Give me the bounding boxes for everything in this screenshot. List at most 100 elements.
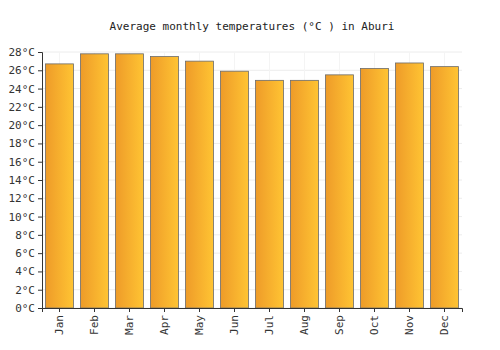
x-tick-mark	[59, 308, 60, 312]
x-tick-label: Jun	[228, 315, 241, 335]
y-tick-label: 14°C	[9, 174, 36, 187]
y-tick-mark	[38, 271, 42, 272]
y-axis: 0°C 2°C 4°C 6°C 8°C 10°C 12°C 14°C 16°C 18°C 20°C 2…	[9, 46, 43, 315]
y-tick-label: 20°C	[9, 119, 36, 132]
x-tick-label: Feb	[88, 315, 101, 335]
y-tick: 2°C	[15, 284, 42, 297]
y-tick-label: 18°C	[9, 137, 36, 150]
y-tick-mark	[38, 89, 42, 90]
x-tick: Sep	[333, 308, 346, 335]
grid	[42, 52, 462, 308]
y-tick: 6°C	[15, 247, 42, 260]
x-tick-label: May	[193, 315, 206, 335]
x-tick-label: Aug	[298, 315, 311, 335]
x-tick: Nov	[403, 308, 416, 335]
x-tick: Jun	[228, 308, 241, 335]
y-tick-mark	[38, 143, 42, 144]
x-tick: Mar	[123, 308, 136, 335]
x-tick-mark	[304, 308, 305, 312]
y-tick-mark	[38, 290, 42, 291]
y-tick-label: 2°C	[15, 284, 35, 297]
x-tick-label: Dec	[438, 315, 451, 335]
bar	[326, 75, 354, 308]
y-tick-label: 6°C	[15, 247, 35, 260]
y-tick: 18°C	[9, 137, 43, 150]
y-tick-label: 10°C	[9, 211, 36, 224]
y-tick-label: 4°C	[15, 265, 35, 278]
y-tick-mark	[38, 198, 42, 199]
y-tick-mark	[38, 52, 42, 53]
y-tick: 16°C	[9, 156, 43, 169]
x-tick: Apr	[158, 308, 171, 335]
x-tick-mark	[339, 308, 340, 312]
x-tick: Feb	[88, 308, 101, 335]
y-tick-label: 8°C	[15, 229, 35, 242]
x-tick-mark	[374, 308, 375, 312]
y-tick-mark	[38, 162, 42, 163]
bar	[221, 71, 249, 308]
y-tick-mark	[38, 235, 42, 236]
y-axis-line	[38, 53, 43, 309]
x-tick: Aug	[298, 308, 311, 335]
bars	[46, 54, 459, 308]
y-tick-mark	[38, 125, 42, 126]
plot: 0°C 2°C 4°C 6°C 8°C 10°C 12°C 14°C 16°C 18°C 20°C 2…	[9, 46, 463, 335]
x-tick: Jan	[53, 308, 66, 335]
x-tick-mark	[199, 308, 200, 312]
y-tick-mark	[38, 70, 42, 71]
x-tick-mark	[269, 308, 270, 312]
y-tick-mark	[38, 180, 42, 181]
y-tick: 20°C	[9, 119, 43, 132]
y-tick-label: 28°C	[9, 46, 36, 59]
x-tick: Dec	[438, 308, 451, 335]
y-tick-mark	[38, 217, 42, 218]
x-axis-line	[43, 309, 463, 313]
y-tick-mark	[38, 253, 42, 254]
x-tick-label: Oct	[368, 315, 381, 335]
y-tick: 0°C	[15, 302, 42, 315]
bar	[431, 67, 459, 308]
x-tick-mark	[234, 308, 235, 312]
y-tick: 22°C	[9, 101, 43, 114]
bar	[256, 80, 284, 308]
chart: 0°C 2°C 4°C 6°C 8°C 10°C 12°C 14°C 16°C 18°C 20°C 2…	[0, 0, 500, 350]
x-tick-mark	[444, 308, 445, 312]
x-tick-mark	[409, 308, 410, 312]
x-tick-label: Jul	[263, 315, 276, 335]
y-tick-label: 16°C	[9, 156, 36, 169]
bar	[81, 54, 109, 308]
x-tick: Oct	[368, 308, 381, 335]
y-tick-label: 26°C	[9, 64, 36, 77]
x-tick-label: Apr	[158, 315, 171, 335]
y-tick-label: 24°C	[9, 83, 36, 96]
y-tick-mark	[38, 107, 42, 108]
x-tick: Jul	[263, 308, 276, 335]
y-tick: 28°C	[9, 46, 43, 59]
bar	[291, 80, 319, 308]
y-tick: 4°C	[15, 265, 42, 278]
y-tick: 12°C	[9, 192, 43, 205]
bar	[151, 57, 179, 308]
x-tick-mark	[164, 308, 165, 312]
y-tick-mark	[38, 308, 42, 309]
y-tick-label: 12°C	[9, 192, 36, 205]
x-tick-label: Sep	[333, 315, 346, 335]
x-tick-mark	[129, 308, 130, 312]
bar	[361, 68, 389, 308]
y-tick: 24°C	[9, 83, 43, 96]
title: Average monthly temperatures (°C ) in Ab…	[110, 20, 395, 33]
y-tick: 8°C	[15, 229, 42, 242]
bar	[396, 63, 424, 308]
grid-line	[42, 52, 462, 53]
x-tick: May	[193, 308, 206, 335]
y-tick-label: 22°C	[9, 101, 36, 114]
bar	[46, 64, 74, 308]
x-tick-label: Nov	[403, 315, 416, 335]
y-tick: 26°C	[9, 64, 43, 77]
y-tick: 10°C	[9, 211, 43, 224]
y-tick: 14°C	[9, 174, 43, 187]
x-tick-label: Mar	[123, 315, 136, 335]
x-tick-label: Jan	[53, 315, 66, 335]
bar	[186, 61, 214, 308]
y-tick-label: 0°C	[15, 302, 35, 315]
